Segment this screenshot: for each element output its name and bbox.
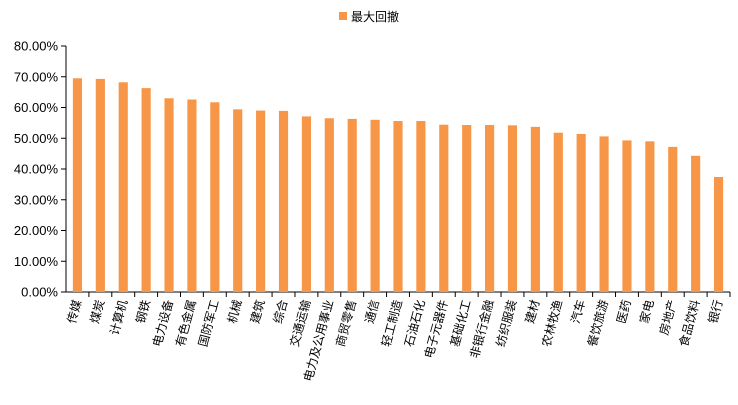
- category-label: 基础化工: [448, 298, 474, 348]
- svg-text:银行: 银行: [706, 298, 726, 325]
- svg-text:房地产: 房地产: [656, 298, 680, 337]
- bar: [370, 119, 380, 292]
- bar: [645, 141, 655, 292]
- svg-text:农林牧渔: 农林牧渔: [539, 298, 565, 348]
- category-label: 国防军工: [195, 298, 222, 348]
- category-label: 汽车: [567, 298, 588, 325]
- category-label: 餐饮旅游: [584, 298, 611, 348]
- category-label: 房地产: [656, 298, 680, 337]
- bar: [576, 133, 586, 292]
- bar: [256, 110, 266, 292]
- category-label: 传媒: [64, 298, 85, 325]
- category-label: 机械: [224, 298, 245, 325]
- svg-text:基础化工: 基础化工: [448, 298, 474, 348]
- bar: [439, 124, 449, 292]
- y-tick-label: 60.00%: [14, 100, 59, 115]
- category-label: 计算机: [106, 298, 130, 337]
- legend-label: 最大回撤: [351, 9, 399, 24]
- category-label: 商贸零售: [332, 298, 359, 348]
- svg-text:医药: 医药: [614, 298, 634, 325]
- category-label: 家电: [636, 298, 657, 325]
- bar: [485, 125, 495, 292]
- category-label: 食品饮料: [676, 298, 703, 348]
- bar: [72, 78, 83, 292]
- bar: [507, 125, 518, 293]
- category-label: 建材: [523, 298, 543, 325]
- bar: [530, 126, 540, 292]
- bar: [141, 88, 151, 292]
- y-tick-label: 70.00%: [14, 69, 59, 84]
- category-label: 石油石化: [402, 298, 428, 348]
- bars: [72, 78, 724, 293]
- bar: [278, 110, 289, 292]
- bar: [95, 78, 105, 292]
- y-tick-label: 50.00%: [14, 131, 59, 146]
- bar: [301, 116, 311, 292]
- bar: [416, 121, 426, 292]
- category-label: 有色金属: [172, 298, 199, 348]
- category-label: 建筑: [247, 298, 268, 325]
- bar: [233, 109, 243, 292]
- svg-text:通信: 通信: [362, 298, 382, 325]
- y-tick-label: 0.00%: [21, 285, 58, 300]
- bar: [668, 146, 678, 292]
- svg-text:交通运输: 交通运输: [286, 298, 313, 348]
- bar: [187, 99, 197, 292]
- svg-text:汽车: 汽车: [567, 298, 588, 325]
- y-tick-label: 30.00%: [14, 192, 59, 207]
- svg-text:传媒: 传媒: [64, 298, 85, 325]
- svg-text:餐饮旅游: 餐饮旅游: [584, 298, 611, 348]
- bar: [553, 132, 563, 292]
- bar: [324, 118, 334, 292]
- y-tick-label: 40.00%: [14, 162, 59, 177]
- category-label: 轻工制造: [379, 298, 405, 348]
- legend-swatch: [339, 12, 347, 20]
- svg-text:综合: 综合: [270, 298, 291, 325]
- bar: [393, 121, 403, 292]
- category-label: 银行: [706, 298, 726, 325]
- bar: [599, 136, 609, 292]
- svg-text:机械: 机械: [224, 298, 245, 325]
- category-label: 纺织服装: [493, 298, 519, 348]
- svg-text:国防军工: 国防军工: [195, 298, 222, 348]
- y-axis: 0.00% 10.00% 20.00% 30.00% 40.00% 50.00% 60.00…: [14, 39, 67, 300]
- bar: [713, 176, 724, 292]
- bar: [347, 118, 357, 292]
- svg-text:建筑: 建筑: [247, 298, 268, 325]
- svg-text:轻工制造: 轻工制造: [379, 298, 405, 348]
- bar: [462, 125, 472, 292]
- bar: [622, 140, 632, 292]
- bar: [164, 98, 174, 293]
- svg-text:家电: 家电: [636, 298, 657, 325]
- category-label: 农林牧渔: [539, 298, 565, 348]
- category-label: 钢铁: [133, 298, 153, 325]
- svg-text:有色金属: 有色金属: [172, 298, 199, 348]
- category-label: 综合: [270, 298, 291, 325]
- svg-text:食品饮料: 食品饮料: [676, 298, 703, 348]
- category-label: 电力设备: [150, 298, 176, 348]
- svg-text:石油石化: 石油石化: [402, 298, 428, 348]
- category-label: 交通运输: [286, 298, 313, 348]
- legend: 最大回撤: [339, 9, 399, 24]
- svg-text:纺织服装: 纺织服装: [493, 298, 519, 348]
- svg-text:钢铁: 钢铁: [133, 298, 153, 325]
- bar: [691, 155, 701, 292]
- category-label: 医药: [614, 298, 634, 325]
- y-tick-label: 10.00%: [14, 254, 59, 269]
- y-tick-label: 20.00%: [14, 223, 59, 238]
- category-label: 煤炭: [88, 298, 108, 325]
- category-label: 通信: [362, 298, 382, 325]
- x-axis: [66, 291, 731, 297]
- svg-text:煤炭: 煤炭: [88, 298, 108, 325]
- svg-text:建材: 建材: [523, 298, 543, 325]
- svg-text:电力设备: 电力设备: [150, 298, 176, 348]
- bar: [118, 82, 128, 292]
- svg-text:商贸零售: 商贸零售: [332, 298, 359, 348]
- bar: [210, 102, 220, 293]
- svg-text:计算机: 计算机: [106, 298, 130, 337]
- y-tick-label: 80.00%: [14, 39, 59, 54]
